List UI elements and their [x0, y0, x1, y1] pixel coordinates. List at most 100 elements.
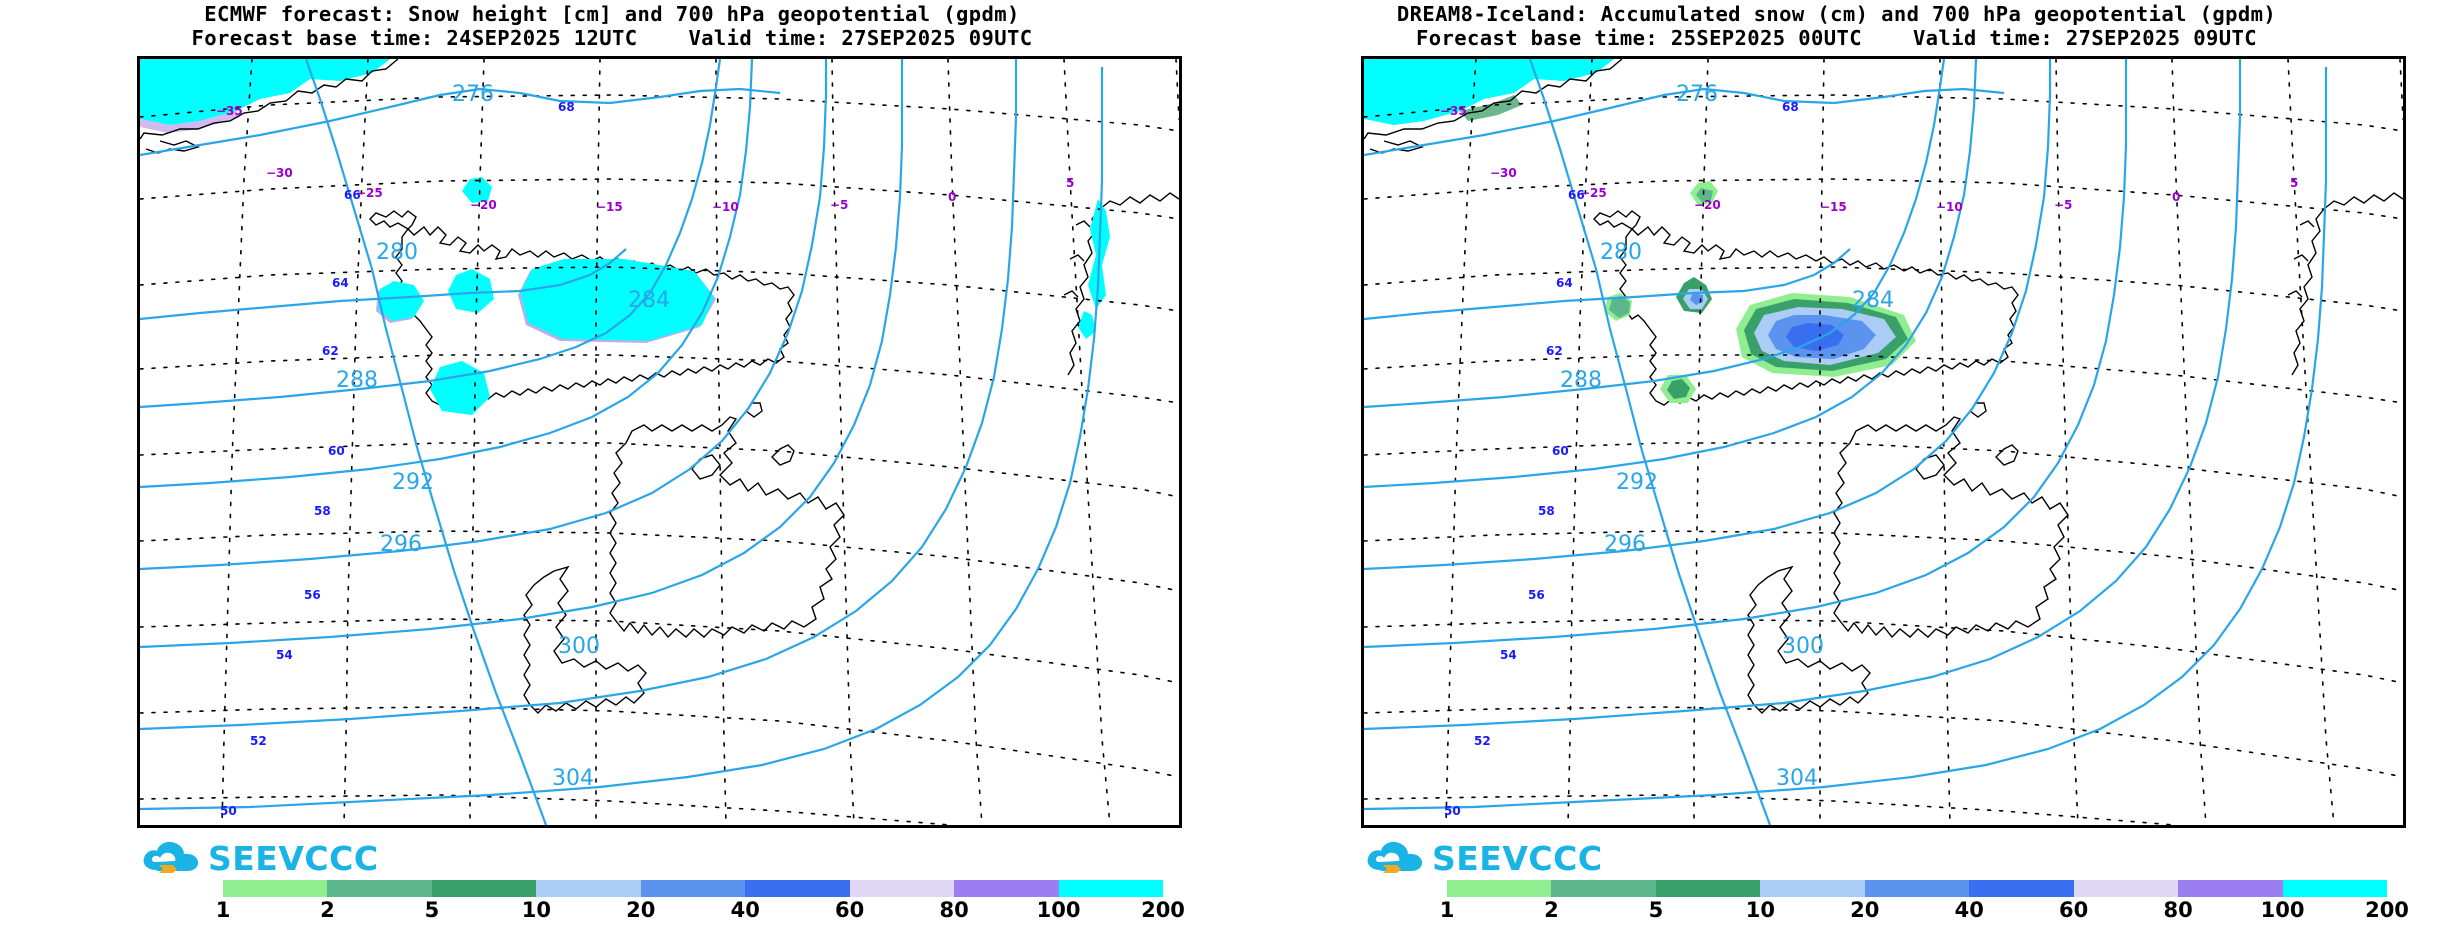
- graticule-latitude: [140, 94, 1179, 825]
- cloud-icon: [143, 841, 199, 873]
- map-ecmwf[interactable]: 276 280 284 288 292 296 300 304 −35 −30 …: [137, 56, 1182, 828]
- colorbar-tick-5: 5: [1648, 898, 1664, 922]
- lonlabel-5: 5: [1066, 176, 1074, 190]
- lonlabel-5-r: 5: [2290, 176, 2298, 190]
- latlabel-52-r: 52: [1474, 734, 1491, 748]
- panel-ecmwf-title-line2: Forecast base time: 24SEP2025 12UTC Vali…: [191, 26, 1033, 50]
- colorbar-segment-10: [536, 880, 641, 897]
- lonlabel-m10: −10: [712, 200, 739, 214]
- colorbar-labels-ecmwf: 1 2 5 10 20 40 60 80 100 200: [216, 897, 1185, 923]
- colorbar-segment-5: [1655, 880, 1761, 897]
- latlabel-62: 62: [322, 344, 339, 358]
- colorbar-tick-80: 80: [939, 898, 969, 922]
- colorbar-segment-5: [431, 880, 537, 897]
- snow-shading-greenland: [140, 59, 390, 133]
- latlabel-60: 60: [328, 444, 345, 458]
- colorbar-segment-1: [223, 880, 328, 897]
- panel-ecmwf-title-block: ECMWF forecast: Snow height [cm] and 700…: [0, 2, 1224, 50]
- panel-dream8-title-line2: Forecast base time: 25SEP2025 00UTC Vali…: [1416, 26, 2257, 50]
- longitude-labels-dream8: −35 −30 −25 −20 −15 −10 −5 0 5: [1440, 104, 2298, 214]
- isolabel-300: 300: [558, 634, 600, 659]
- latlabel-58-r: 58: [1538, 504, 1555, 518]
- colorbar-tick-60: 60: [2059, 898, 2089, 922]
- colorbar-segment-10: [1760, 880, 1865, 897]
- coastline-iceland-dream8: [1593, 210, 2019, 406]
- graticule-latitude-dream8: [1364, 94, 2403, 825]
- latlabel-66: 66: [344, 188, 361, 202]
- isolabel-280: 280: [376, 240, 418, 265]
- colorbar-segment-40: [1969, 880, 2074, 897]
- colorbar-segment-100: [2282, 880, 2387, 897]
- isolabel-288: 288: [336, 368, 378, 393]
- colorbar-tick-1: 1: [1439, 898, 1455, 922]
- lonlabel-0: 0: [948, 190, 956, 204]
- longitude-labels-ecmwf: −35 −30 −25 −20 −15 −10 −5 0 5: [216, 104, 1074, 214]
- latlabel-56: 56: [304, 588, 321, 602]
- colorbar-tick-2: 2: [1544, 898, 1559, 922]
- latlabel-54-r: 54: [1500, 648, 1517, 662]
- colorbar-segment-1: [1447, 880, 1552, 897]
- colorbar-tick-40: 40: [730, 898, 760, 922]
- isolabel-296-r: 296: [1604, 532, 1646, 557]
- lonlabel-m30: −30: [266, 166, 293, 180]
- colorbar-tick-5: 5: [424, 898, 440, 922]
- colorbar-tick-200: 200: [2365, 898, 2409, 922]
- latitude-labels-dream8: 68 66 64 62 60 58 56 54 52 50: [1444, 100, 1799, 818]
- map-ecmwf-canvas: 276 280 284 288 292 296 300 304 −35 −30 …: [140, 59, 1179, 825]
- latlabel-58: 58: [314, 504, 331, 518]
- colorbar-tick-200: 200: [1141, 898, 1185, 922]
- isolabel-284-r: 284: [1852, 288, 1894, 313]
- colorbar-tick-100: 100: [2260, 898, 2305, 922]
- colorbar-segment-20: [640, 880, 746, 897]
- latlabel-64: 64: [332, 276, 349, 290]
- isolabel-288-r: 288: [1560, 368, 1602, 393]
- colorbar-segment-20: [1864, 880, 1970, 897]
- colorbar-gradient-dream8: [1447, 880, 2387, 897]
- lonlabel-m25: −25: [356, 186, 383, 200]
- lonlabel-m10-r: −10: [1936, 200, 1963, 214]
- lonlabel-m20: −20: [470, 198, 497, 212]
- lonlabel-m5: −5: [830, 198, 848, 212]
- lonlabel-m20-r: −20: [1694, 198, 1721, 212]
- lonlabel-m15-r: −15: [1820, 200, 1847, 214]
- lonlabel-m35-r: −35: [1440, 104, 1467, 118]
- cloud-icon: [1367, 841, 1423, 873]
- colorbar-tick-20: 20: [1850, 898, 1880, 922]
- lonlabel-m5-r: −5: [2054, 198, 2072, 212]
- colorbar-segment-2: [1551, 880, 1656, 897]
- colorbar-labels-dream8: 1 2 5 10 20 40 60 80 100 200: [1440, 897, 2409, 923]
- panel-dream8: DREAM8-Iceland: Accumulated snow (cm) an…: [1224, 0, 2449, 925]
- colorbar-tick-10: 10: [521, 898, 551, 922]
- seevccc-logo-text-ecmwf: SEEVCCC: [208, 838, 379, 878]
- isolines-geopotential-dream8: [1364, 59, 2328, 825]
- latitude-labels-ecmwf: 68 66 64 62 60 58 56 54 52 50: [220, 100, 575, 818]
- colorbar-tick-60: 60: [835, 898, 865, 922]
- isolabel-284: 284: [628, 288, 670, 313]
- colorbar-segment-100: [1058, 880, 1163, 897]
- colorbar-dream8: 1 2 5 10 20 40 60 80 100 200: [1440, 880, 2409, 923]
- latlabel-52: 52: [250, 734, 267, 748]
- colorbar-tick-40: 40: [1954, 898, 1984, 922]
- panel-dream8-title-line1: DREAM8-Iceland: Accumulated snow (cm) an…: [1396, 2, 2277, 26]
- latlabel-68: 68: [558, 100, 575, 114]
- map-dream8[interactable]: 276 280 284 288 292 296 300 304 −35 −30 …: [1361, 56, 2406, 828]
- latlabel-56-r: 56: [1528, 588, 1545, 602]
- colorbar-tick-1: 1: [215, 898, 231, 922]
- latlabel-50: 50: [220, 804, 237, 818]
- coastline-norway-dream8: [2287, 192, 2403, 376]
- latlabel-54: 54: [276, 648, 293, 662]
- colorbar-segment-80: [2178, 880, 2283, 897]
- latlabel-60-r: 60: [1552, 444, 1569, 458]
- isoline-labels-dream8: 276 280 284 288 292 296 300 304: [1560, 82, 1894, 791]
- latlabel-50-r: 50: [1444, 804, 1461, 818]
- colorbar-tick-2: 2: [320, 898, 335, 922]
- colorbar-gradient-ecmwf: [223, 880, 1163, 897]
- isolabel-276: 276: [452, 82, 494, 107]
- map-dream8-canvas: 276 280 284 288 292 296 300 304 −35 −30 …: [1364, 59, 2403, 825]
- colorbar-segment-40: [745, 880, 850, 897]
- lonlabel-m25-r: −25: [1580, 186, 1607, 200]
- colorbar-segment-80: [954, 880, 1059, 897]
- lonlabel-m35: −35: [216, 104, 243, 118]
- latlabel-66-r: 66: [1568, 188, 1585, 202]
